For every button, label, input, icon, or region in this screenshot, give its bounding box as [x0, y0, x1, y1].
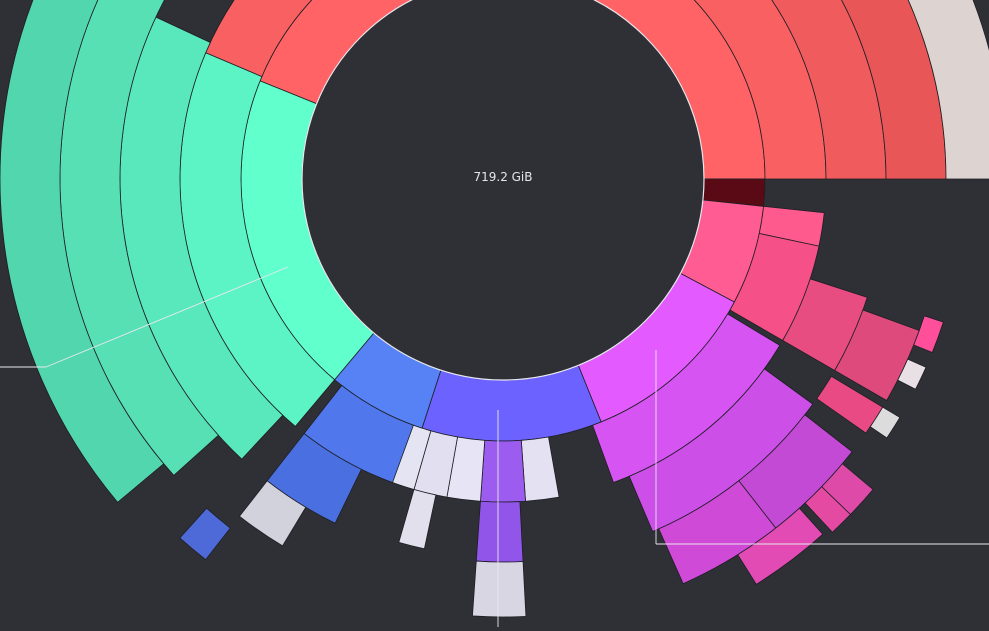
segment-magenta-22[interactable]	[737, 507, 824, 585]
segment-pink-11[interactable]	[913, 315, 944, 353]
guide-line	[45, 266, 289, 368]
segment-blue-35[interactable]	[238, 480, 307, 547]
segment-violet-24[interactable]	[520, 436, 560, 502]
segment-magenta-21[interactable]	[804, 486, 852, 533]
segment-violet-29[interactable]	[475, 500, 524, 563]
segment-pink-14[interactable]	[869, 406, 901, 439]
segment-green-41[interactable]	[0, 0, 165, 503]
segment-violet-30[interactable]	[472, 560, 527, 618]
center-hole[interactable]	[301, 0, 705, 381]
segment-blue-34[interactable]	[266, 432, 362, 524]
segment-blue-36[interactable]	[179, 507, 231, 561]
segment-violet-25[interactable]	[480, 439, 526, 503]
segment-violet-31[interactable]	[398, 488, 437, 550]
segment-red-4[interactable]	[485, 0, 989, 180]
total-size-label: 719.2 GiB	[473, 170, 533, 184]
segment-pink-12[interactable]	[897, 358, 927, 390]
segment-pink-10[interactable]	[834, 309, 920, 402]
